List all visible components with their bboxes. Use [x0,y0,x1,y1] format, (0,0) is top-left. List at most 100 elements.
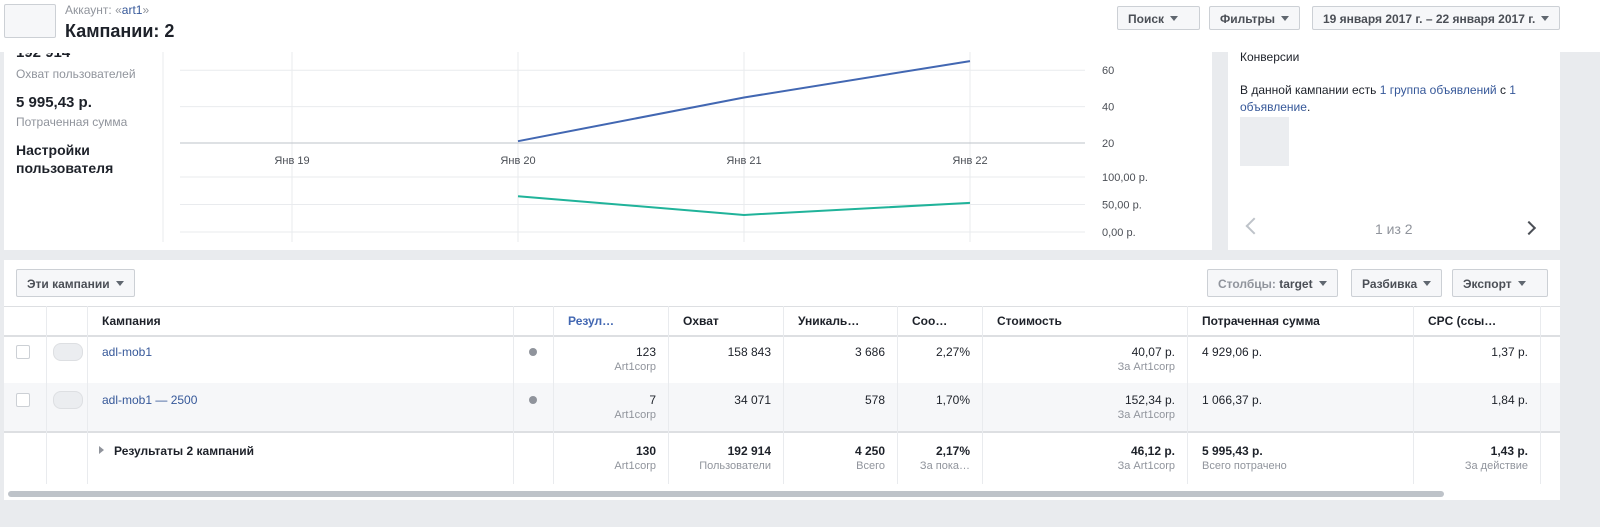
settings-heading: Настройки пользователя [16,142,114,176]
status-dot [529,348,537,356]
cell-sub: За пока… [919,460,970,472]
column-divider [1187,306,1188,484]
x-tick-label: Янв 19 [274,155,309,167]
campaign-link[interactable]: adl-mob1 [102,345,153,359]
checkbox[interactable] [16,393,30,407]
column-divider [982,306,983,484]
cell: 123 [635,345,656,359]
column-header[interactable]: Кампания [102,314,161,328]
y-tick-label: 100,00 р. [1102,172,1148,184]
account-suffix: » [142,3,150,17]
cell-sub: Art1corp [614,409,656,421]
column-divider [1540,306,1541,484]
cell: 1,70% [935,393,970,407]
header-row [4,306,1560,337]
table-panel [4,260,1560,500]
text: . [1306,100,1311,114]
cell: 578 [864,393,885,407]
cell-sub: За Art1corp [1117,460,1175,472]
column-divider [897,306,898,484]
cell: 130 [635,444,656,458]
x-tick-label: Янв 21 [726,155,761,167]
cell: 152,34 р. [1124,393,1175,407]
y-tick-label: 50,00 р. [1102,200,1142,212]
column-divider [87,306,88,484]
column-header[interactable]: Резул… [568,314,615,328]
y-tick-label: 40 [1102,102,1114,114]
column-header[interactable]: Стоимость [997,314,1062,328]
cell: 1,43 р. [1490,444,1528,458]
cell: 5 995,43 р. [1202,444,1263,458]
columns-label: Столбцы: [1218,277,1276,291]
cell: 1,37 р. [1491,345,1528,359]
cell: 40,07 р. [1131,345,1175,359]
cell: 1,84 р. [1491,393,1528,407]
line [517,60,971,143]
column-divider [1413,306,1414,484]
x-tick-label: Янв 22 [952,155,987,167]
stat-label: Потраченная сумма [16,115,128,129]
account-prefix: Аккаунт: « [65,3,122,17]
cell: 192 914 [727,444,771,458]
cell-sub: За действие [1464,460,1528,472]
columns-value: target [1279,277,1313,291]
link[interactable]: 1 группа объявлений [1379,83,1497,97]
cell: 3 686 [854,345,885,359]
account: Аккаунт: «art1» [65,3,149,17]
y-tick-label: 0,00 р. [1102,227,1136,239]
column-divider [513,306,514,484]
search-button[interactable]: Поиск [1117,6,1200,30]
stat-value: 192 914 [16,53,70,61]
text: с [1496,83,1510,97]
toggle[interactable] [53,391,83,409]
column-header[interactable]: Уникаль… [798,314,860,328]
cell: 46,12 р. [1130,444,1175,458]
cell: 2,27% [935,345,970,359]
stat-value: 5 995,43 р. [16,94,92,111]
column-header[interactable]: Потраченная сумма [1202,314,1320,328]
toggle[interactable] [53,343,83,361]
side-heading: Конверсии [1240,50,1300,64]
y-tick-label: 20 [1102,138,1114,150]
cell-sub: За Art1corp [1117,409,1175,421]
breakdown-button[interactable]: Разбивка [1351,269,1443,297]
column-header[interactable]: CPC (ссы… [1428,314,1497,328]
column-header[interactable]: Охват [683,314,719,328]
cell: 7 [649,393,656,407]
checkbox[interactable] [16,345,30,359]
columns-button[interactable]: Столбцы: target [1207,269,1338,297]
cell: 34 071 [734,393,771,407]
cell: 4 929,06 р. [1202,345,1263,359]
expand-arrow[interactable] [99,446,108,454]
account-link[interactable]: art1 [121,3,143,17]
row-bg [4,383,1560,431]
link[interactable]: 1 объявление [1240,83,1516,114]
cell: 4 250 [854,444,885,458]
campaign-link[interactable]: adl-mob1 — 2500 [102,393,198,407]
cell-sub: За Art1corp [1117,361,1175,373]
scrollbar[interactable] [8,491,1444,497]
filters-button[interactable]: Фильтры [1209,6,1301,30]
stat-label: Охват пользователей [16,67,136,81]
date-range-button[interactable]: 19 января 2017 г. – 22 января 2017 г. [1312,6,1561,30]
totals-name: Результаты 2 кампаний [114,444,255,458]
thumbnail [1240,117,1289,166]
charts: Янв 19 Янв 20 Янв 21 Янв 22 20 40 60 0,00 р. 50,… [162,52,1148,242]
cell-sub: Пользователи [699,460,771,472]
column-divider [783,306,784,484]
column-header[interactable]: Соо… [912,314,948,328]
column-divider [668,306,669,484]
scope-button[interactable]: Эти кампании [16,269,135,297]
cell-sub: Art1corp [614,460,656,472]
menu-button[interactable] [4,4,56,38]
pager: 1 из 2 [1375,221,1413,237]
y-tick-label: 60 [1102,65,1114,77]
x-tick-label: Янв 20 [500,155,535,167]
status-dot [529,396,537,404]
text: В данной кампании есть [1240,83,1380,97]
export-button[interactable]: Экспорт [1452,269,1548,297]
column-divider [46,306,47,484]
cell: 1 066,37 р. [1202,393,1263,407]
side-text: В данной кампании есть 1 группа объявлен… [1240,82,1540,116]
